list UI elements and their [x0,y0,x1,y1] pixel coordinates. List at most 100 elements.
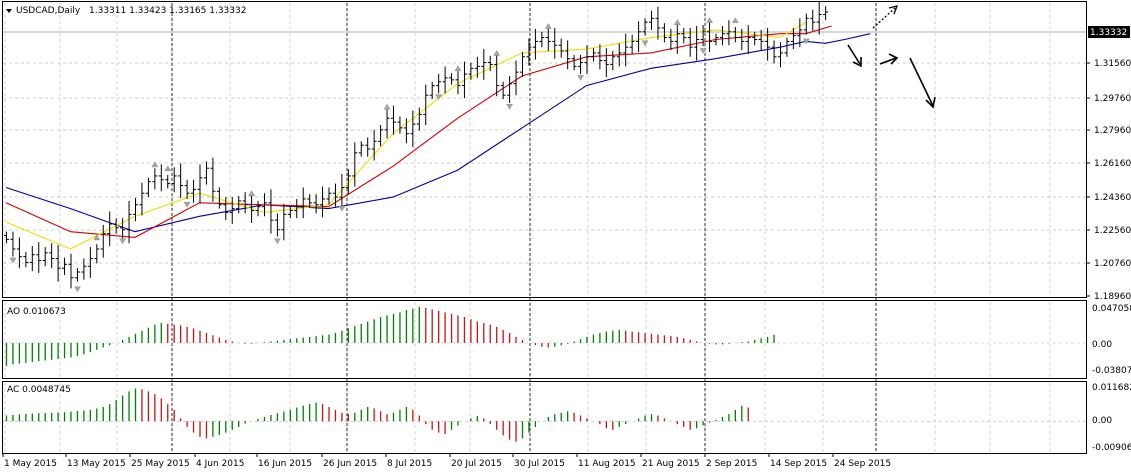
ohlc-bar [287,206,293,219]
right-arrow-head [888,53,899,65]
ohlc-bar [410,110,416,148]
ohlc-bar [539,31,545,48]
time-tick-label: 1 May 2015 [4,459,57,469]
ohlc-bar [42,247,48,267]
ohlc-bar [165,174,171,189]
ohlc-values: 1.33311 1.33423 1.33165 1.33332 [89,6,246,16]
ac-panel-frame [2,381,1087,454]
grid-lines [3,3,1086,453]
ohlc-bar [694,26,700,61]
ohlc-bar [707,21,713,52]
collapse-triangle-icon[interactable] [6,9,12,13]
time-tick-label: 14 Sep 2015 [770,459,827,469]
fractal-up-marker [544,23,552,29]
ohlc-bar [255,200,261,217]
last-price-label: 1.33332 [1090,28,1127,38]
ohlc-bar [687,27,693,57]
ohlc-bar [668,28,674,51]
ohlc-bar [16,237,22,269]
ohlc-bar [10,231,16,257]
ohlc-bar [87,247,93,278]
ohlc-bar [784,37,790,57]
ohlc-bar [590,48,596,62]
fractal-down-marker [74,286,81,293]
price-tick-label: 1.26160 [1094,159,1131,169]
ohlc-bar [494,53,500,97]
ohlc-bar [700,25,706,47]
ohlc-bar [416,107,422,131]
down-arrow-short [847,44,861,65]
ohlc-bar [229,197,235,224]
ohlc-bar [49,243,55,269]
ohlc-bar [474,56,480,78]
fractal-up-marker [493,49,501,56]
fractal-up-marker [454,65,462,72]
ohlc-bar [120,218,126,240]
ohlc-bar [816,2,822,35]
ohlc-bar [449,73,455,85]
drawn-arrows[interactable] [847,5,936,109]
ac-title: AC 0.0048745 [7,385,71,395]
down-arrow-short-head [852,57,862,68]
time-tick-label: 30 Jul 2015 [514,459,565,469]
ohlc-bar [739,28,745,51]
ohlc-bar [94,244,100,264]
ohlc-bar [29,246,35,272]
ohlc-bar [803,13,809,35]
ohlc-bar [4,231,9,244]
ohlc-bar [610,51,616,71]
fractal-down-marker [9,257,17,264]
alligator-teeth-line [5,25,832,238]
ohlc-bar [526,38,532,66]
ohlc-bar [391,105,396,135]
fractal-up-marker [93,234,101,241]
ohlc-bar [719,26,725,46]
ohlc-bar [145,177,151,198]
ac-value-axis: 0.011682 0.00 -0.009064 [1092,383,1131,453]
last-price-box [1088,26,1130,38]
ohlc-bar [623,33,629,67]
ohlc-bar [313,194,319,214]
ohlc-bar [23,251,29,268]
ohlc-bar [642,18,648,36]
ohlc-bar [423,84,429,125]
fractal-up-marker [383,103,391,110]
ohlc-bar [223,197,229,221]
ohlc-bar [345,169,351,195]
ohlc-bar [758,29,764,52]
time-tick-label: 13 May 2015 [67,459,126,469]
ohlc-bar [655,6,661,40]
dotted-up-arrow [872,7,896,29]
ohlc-bar [107,211,113,247]
ohlc-bar [113,218,119,234]
ohlc-bar [249,192,255,224]
ao-panel-frame [2,300,1087,379]
ohlc-bar [681,27,687,44]
down-arrow-long-head [925,96,936,109]
fractal-down-marker [802,38,810,45]
price-bars [4,2,829,289]
ohlc-bar [674,21,680,54]
ohlc-bar [436,74,442,94]
ohlc-bar [326,187,332,205]
ohlc-bar [603,48,609,77]
ohlc-bar [81,258,87,280]
ohlc-bar [371,129,377,161]
ac-histogram [5,388,749,442]
ohlc-bar [616,43,622,67]
ohlc-bar [442,66,448,94]
fractal-up-marker [673,19,681,25]
price-tick-label: 1.20760 [1094,259,1131,269]
ohlc-bar [152,168,158,190]
ohlc-bar [461,61,467,99]
price-tick-label: 1.27960 [1094,126,1131,136]
ohlc-bar [262,193,267,217]
ohlc-bar [571,54,577,71]
ohlc-bar [281,203,287,241]
ohlc-bar [320,186,326,218]
ohlc-bar [236,196,242,214]
ohlc-bar [191,179,197,203]
ohlc-bar [358,141,364,157]
